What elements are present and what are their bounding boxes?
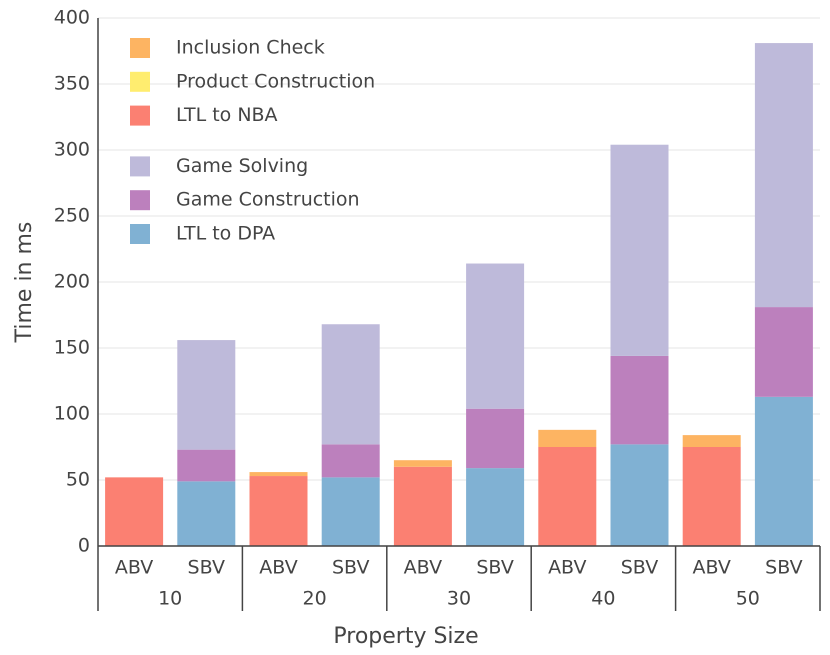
legend-label: Game Construction — [176, 189, 360, 211]
y-tick-label: 150 — [54, 337, 90, 359]
bar-segment — [610, 444, 669, 546]
group-label: 30 — [447, 588, 471, 610]
bar-segment — [682, 447, 741, 546]
bar-segment — [177, 481, 236, 546]
bar-segment — [249, 476, 308, 546]
x-tick-label: SBV — [765, 557, 803, 579]
legend-label: LTL to NBA — [176, 104, 278, 126]
group-label: 10 — [158, 588, 182, 610]
y-tick-label: 200 — [54, 271, 90, 293]
bar-segment — [538, 447, 597, 546]
bar-segment — [754, 396, 813, 546]
x-tick-label: ABV — [404, 557, 442, 579]
bar-segment — [466, 263, 525, 409]
legend-label: Inclusion Check — [176, 37, 325, 59]
y-axis-label: Time in ms — [12, 222, 37, 344]
y-tick-label: 250 — [54, 205, 90, 227]
legend-swatch — [130, 38, 150, 58]
bar-segment — [466, 468, 525, 546]
y-tick-label: 50 — [66, 469, 90, 491]
bar-segment — [249, 472, 308, 477]
x-tick-label: ABV — [115, 557, 153, 579]
x-tick-label: ABV — [692, 557, 730, 579]
y-tick-label: 100 — [54, 403, 90, 425]
legend-label: Game Solving — [176, 155, 308, 177]
bar-segment — [538, 429, 597, 447]
legend-swatch — [130, 71, 150, 92]
bar-segment — [393, 460, 452, 467]
bar-segment — [682, 435, 741, 447]
x-tick-label: ABV — [548, 557, 586, 579]
bar-segment — [466, 408, 525, 469]
group-label: 40 — [591, 588, 615, 610]
bar-segment — [610, 355, 669, 445]
y-tick-label: 350 — [54, 73, 90, 95]
x-tick-label: SBV — [188, 557, 226, 579]
y-tick-label: 300 — [54, 139, 90, 161]
group-label: 20 — [303, 588, 327, 610]
bar-segment — [177, 449, 236, 482]
bar-segment — [321, 477, 380, 546]
x-tick-label: ABV — [259, 557, 297, 579]
bar-segment — [321, 444, 380, 478]
x-tick-label: SBV — [621, 557, 659, 579]
legend-label: Product Construction — [176, 70, 375, 92]
bar-segment — [754, 43, 813, 308]
bar-segment — [610, 144, 669, 356]
group-label: 50 — [736, 588, 760, 610]
legend-swatch — [130, 156, 150, 177]
legend-swatch — [130, 105, 150, 126]
legend-swatch — [130, 190, 150, 211]
legend-swatch — [130, 224, 150, 244]
bar-segment — [321, 324, 380, 445]
y-tick-label: 400 — [54, 7, 90, 29]
y-tick-label: 0 — [78, 535, 90, 557]
legend-label: LTL to DPA — [176, 223, 275, 245]
bar-segment — [105, 477, 164, 546]
x-tick-label: SBV — [332, 557, 370, 579]
x-axis-label: Property Size — [333, 624, 478, 649]
x-tick-label: SBV — [476, 557, 514, 579]
bar-segment — [177, 340, 236, 450]
bar-segment — [393, 466, 452, 546]
bar-segment — [754, 307, 813, 397]
